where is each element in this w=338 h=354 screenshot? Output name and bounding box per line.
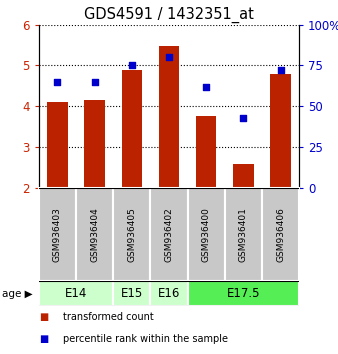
Bar <box>270 74 291 188</box>
Bar <box>196 116 216 188</box>
Text: ■: ■ <box>39 335 48 344</box>
Text: GSM936405: GSM936405 <box>127 207 136 262</box>
Bar <box>122 69 142 188</box>
Text: GSM936400: GSM936400 <box>202 207 211 262</box>
Text: E14: E14 <box>65 287 87 300</box>
Point <box>92 79 97 85</box>
Bar <box>47 102 68 188</box>
Text: E15: E15 <box>121 287 143 300</box>
Point <box>129 63 135 68</box>
Text: age ▶: age ▶ <box>2 289 32 299</box>
Bar <box>39 281 113 306</box>
Bar <box>233 164 254 188</box>
Text: ■: ■ <box>39 312 48 322</box>
Text: E16: E16 <box>158 287 180 300</box>
Point <box>241 115 246 120</box>
Bar <box>188 281 299 306</box>
Bar <box>225 188 262 281</box>
Bar <box>159 46 179 188</box>
Text: GSM936402: GSM936402 <box>165 207 173 262</box>
Bar <box>150 281 188 306</box>
Bar <box>150 188 188 281</box>
Bar <box>84 100 105 188</box>
Title: GDS4591 / 1432351_at: GDS4591 / 1432351_at <box>84 7 254 23</box>
Point <box>278 68 283 73</box>
Text: GSM936406: GSM936406 <box>276 207 285 262</box>
Bar <box>39 188 76 281</box>
Bar <box>262 188 299 281</box>
Bar <box>188 188 225 281</box>
Point <box>166 55 172 60</box>
Text: transformed count: transformed count <box>63 312 153 322</box>
Text: percentile rank within the sample: percentile rank within the sample <box>63 335 227 344</box>
Bar <box>76 188 113 281</box>
Point <box>55 79 60 85</box>
Point <box>203 84 209 90</box>
Text: E17.5: E17.5 <box>226 287 260 300</box>
Bar <box>113 188 150 281</box>
Bar <box>113 281 150 306</box>
Text: GSM936404: GSM936404 <box>90 207 99 262</box>
Text: GSM936401: GSM936401 <box>239 207 248 262</box>
Text: GSM936403: GSM936403 <box>53 207 62 262</box>
